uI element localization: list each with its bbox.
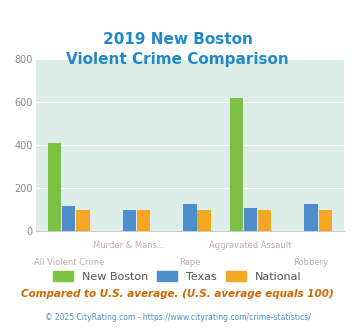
Text: Violent Crime Comparison: Violent Crime Comparison: [66, 52, 289, 67]
Text: Compared to U.S. average. (U.S. average equals 100): Compared to U.S. average. (U.S. average …: [21, 289, 334, 299]
Bar: [137, 210, 150, 231]
Text: © 2025 CityRating.com - https://www.cityrating.com/crime-statistics/: © 2025 CityRating.com - https://www.city…: [45, 313, 310, 322]
Bar: [319, 210, 332, 231]
Bar: [48, 143, 61, 231]
Legend: New Boston, Texas, National: New Boston, Texas, National: [49, 266, 306, 286]
Text: Murder & Mans...: Murder & Mans...: [93, 241, 165, 250]
Bar: [304, 204, 318, 231]
Bar: [76, 210, 90, 231]
Bar: [244, 208, 257, 231]
Bar: [197, 210, 211, 231]
Bar: [258, 210, 271, 231]
Text: 2019 New Boston: 2019 New Boston: [103, 32, 252, 47]
Text: Aggravated Assault: Aggravated Assault: [209, 241, 292, 250]
Bar: [123, 210, 136, 231]
Bar: [183, 204, 197, 231]
Bar: [62, 206, 76, 231]
Bar: [230, 98, 243, 231]
Text: Rape: Rape: [179, 258, 201, 267]
Text: Robbery: Robbery: [294, 258, 329, 267]
Text: All Violent Crime: All Violent Crime: [34, 258, 104, 267]
